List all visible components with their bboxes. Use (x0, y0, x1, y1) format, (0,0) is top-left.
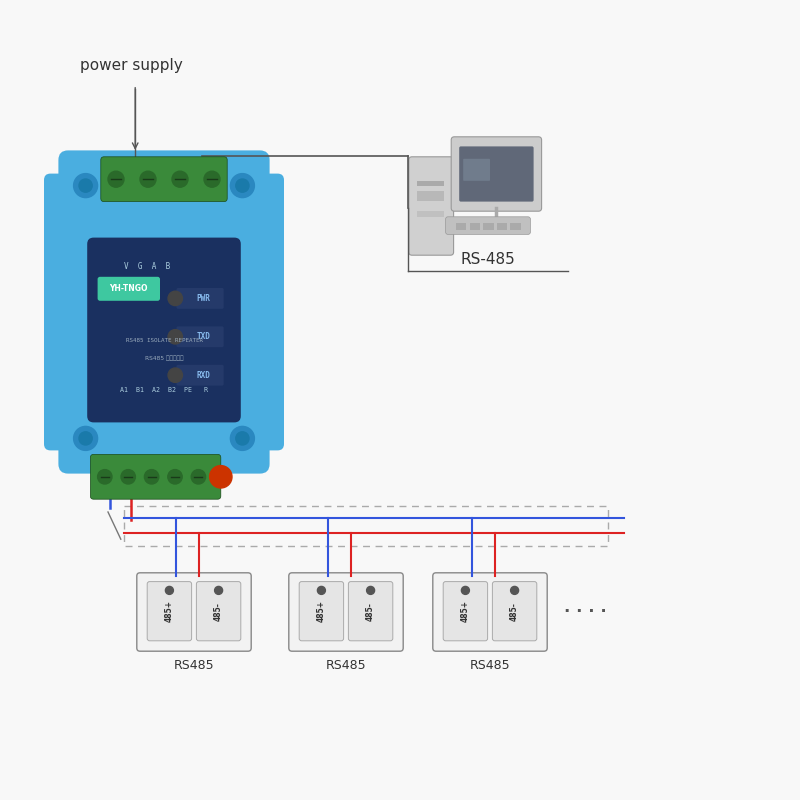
FancyBboxPatch shape (177, 365, 224, 386)
Circle shape (168, 330, 182, 344)
FancyBboxPatch shape (409, 157, 454, 255)
Circle shape (172, 171, 188, 187)
FancyBboxPatch shape (90, 454, 221, 499)
Bar (470, 223, 480, 230)
Circle shape (204, 171, 220, 187)
Circle shape (191, 470, 206, 484)
Text: TXD: TXD (197, 332, 210, 342)
FancyBboxPatch shape (147, 582, 192, 641)
Circle shape (210, 466, 232, 488)
Bar (510, 223, 521, 230)
Circle shape (79, 432, 92, 445)
Bar (476, 218, 517, 222)
FancyBboxPatch shape (247, 174, 284, 450)
Circle shape (462, 586, 470, 594)
FancyBboxPatch shape (44, 174, 81, 450)
Circle shape (74, 174, 98, 198)
Text: power supply: power supply (80, 58, 182, 73)
Text: 485+: 485+ (317, 600, 326, 622)
Text: YH-TNGO: YH-TNGO (110, 284, 148, 294)
Text: PWR: PWR (197, 294, 210, 303)
Text: · · · ·: · · · · (564, 603, 606, 621)
Text: RS485: RS485 (174, 659, 214, 672)
FancyBboxPatch shape (98, 277, 160, 301)
Circle shape (230, 174, 254, 198)
Circle shape (214, 586, 222, 594)
Circle shape (236, 432, 249, 445)
Text: 485-: 485- (510, 602, 519, 621)
FancyBboxPatch shape (58, 150, 270, 474)
Bar (417, 210, 444, 217)
Text: 485-: 485- (366, 602, 375, 621)
FancyBboxPatch shape (443, 582, 488, 641)
Bar (417, 181, 445, 186)
Bar (483, 223, 494, 230)
Circle shape (168, 368, 182, 382)
FancyBboxPatch shape (197, 582, 241, 641)
Circle shape (230, 426, 254, 450)
Circle shape (168, 470, 182, 484)
FancyBboxPatch shape (451, 137, 542, 211)
FancyBboxPatch shape (101, 157, 227, 202)
Circle shape (318, 586, 326, 594)
Text: RS485: RS485 (470, 659, 510, 672)
Bar (417, 191, 444, 202)
FancyBboxPatch shape (433, 573, 547, 651)
Circle shape (168, 291, 182, 306)
Text: RS-485: RS-485 (461, 253, 515, 267)
Circle shape (145, 470, 158, 484)
FancyBboxPatch shape (446, 217, 530, 234)
Text: RXD: RXD (197, 370, 210, 380)
FancyBboxPatch shape (289, 573, 403, 651)
Text: RS485 隔离中继器: RS485 隔离中继器 (145, 356, 183, 361)
Text: RS485: RS485 (326, 659, 366, 672)
FancyBboxPatch shape (87, 238, 241, 422)
Circle shape (510, 586, 518, 594)
Text: A1  B1  A2  B2  PE   R: A1 B1 A2 B2 PE R (120, 387, 208, 394)
Text: RS485 ISOLATE REPEATER: RS485 ISOLATE REPEATER (126, 338, 202, 342)
FancyBboxPatch shape (459, 146, 534, 202)
FancyBboxPatch shape (493, 582, 537, 641)
FancyBboxPatch shape (137, 573, 251, 651)
FancyBboxPatch shape (463, 158, 490, 181)
Text: V  G  A  B: V G A B (124, 262, 170, 271)
Circle shape (166, 586, 174, 594)
Circle shape (236, 179, 249, 192)
FancyBboxPatch shape (177, 288, 224, 309)
FancyBboxPatch shape (177, 326, 224, 347)
Circle shape (79, 179, 92, 192)
Text: 485-: 485- (214, 602, 223, 621)
Text: 485+: 485+ (165, 600, 174, 622)
Circle shape (98, 470, 112, 484)
Circle shape (140, 171, 156, 187)
Circle shape (108, 171, 124, 187)
Circle shape (74, 426, 98, 450)
Bar (456, 223, 466, 230)
Bar (497, 223, 507, 230)
Circle shape (121, 470, 135, 484)
Circle shape (366, 586, 374, 594)
FancyBboxPatch shape (349, 582, 393, 641)
Text: 485+: 485+ (461, 600, 470, 622)
FancyBboxPatch shape (299, 582, 344, 641)
